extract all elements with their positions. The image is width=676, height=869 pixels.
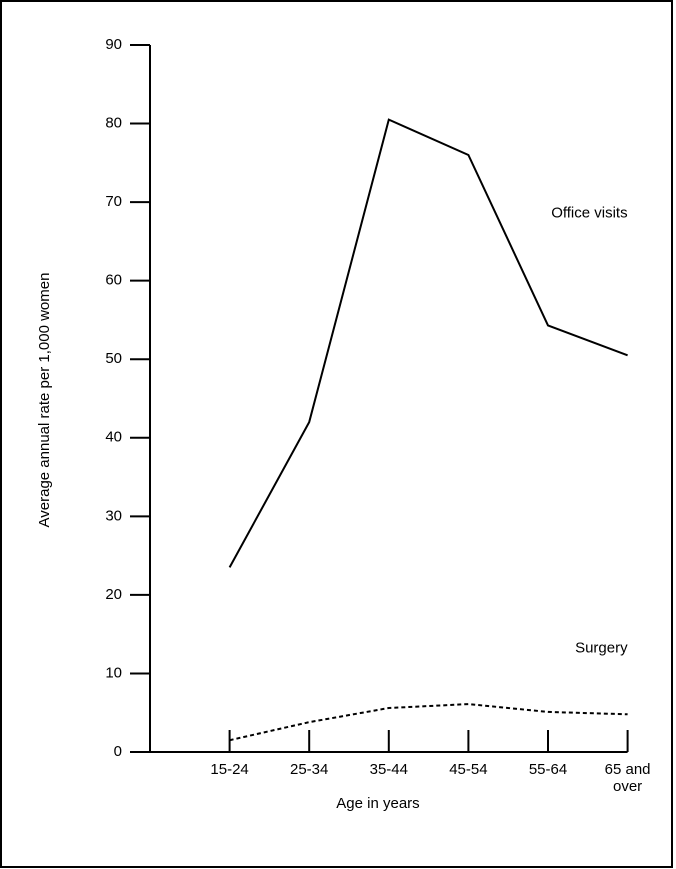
- x-axis-title: Age in years: [336, 795, 419, 812]
- y-tick-label: 20: [105, 586, 122, 603]
- y-tick-label: 10: [105, 664, 122, 681]
- y-tick-label: 90: [105, 36, 122, 53]
- y-tick-label: 80: [105, 115, 122, 132]
- x-tick-label: 15-24: [210, 761, 249, 778]
- y-axis-title: Average annual rate per 1,000 women: [36, 273, 53, 528]
- y-tick-label: 30: [105, 507, 122, 524]
- y-tick-label: 40: [105, 429, 122, 446]
- y-tick-label: 0: [114, 743, 122, 760]
- y-tick-label: 50: [105, 350, 122, 367]
- x-tick-label: 55-64: [528, 761, 568, 778]
- series-label: Office visits: [551, 204, 627, 221]
- x-tick-label: 25-34: [290, 761, 329, 778]
- series-line: [229, 703, 628, 742]
- y-tick-label: 60: [105, 272, 122, 289]
- x-tick-label: 65 and over: [604, 761, 651, 795]
- series-line: [228, 118, 628, 568]
- y-tick-label: 70: [105, 193, 122, 210]
- x-tick-label: 45-54: [449, 761, 488, 778]
- series-label: Surgery: [575, 639, 628, 656]
- x-tick-label: 35-44: [369, 761, 408, 778]
